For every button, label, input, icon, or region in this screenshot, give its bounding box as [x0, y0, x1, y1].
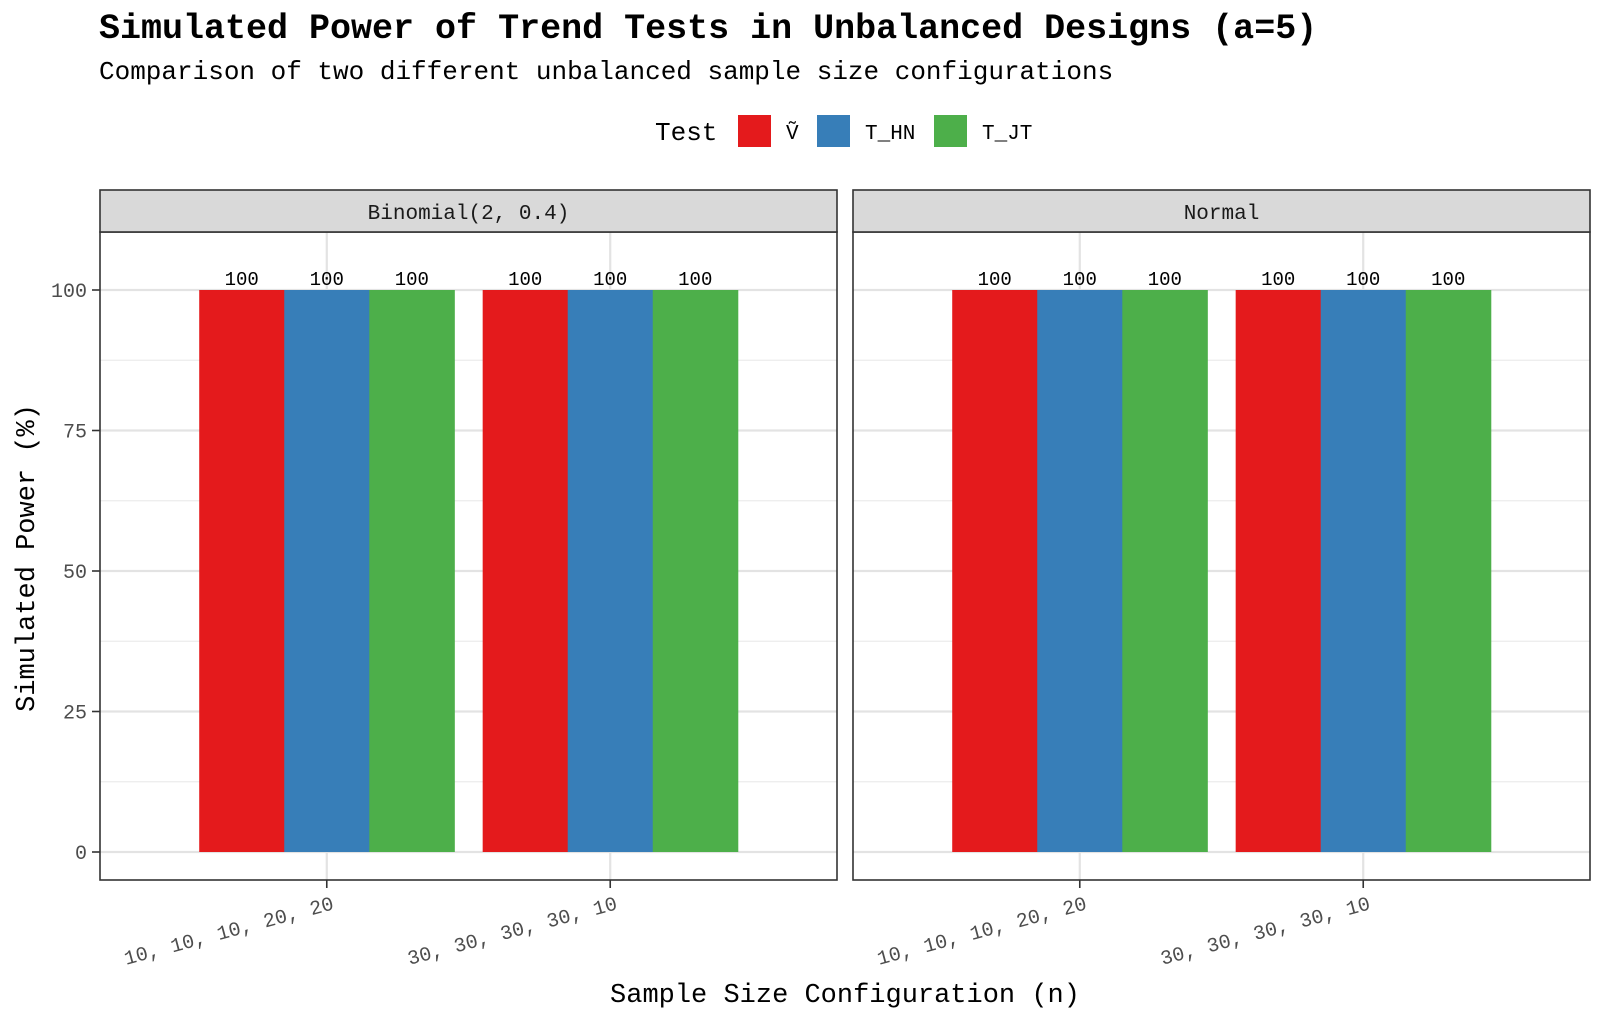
data-label: 100 — [310, 269, 344, 291]
facet-label: Normal — [1184, 203, 1260, 226]
bar-t-hn-1 — [284, 290, 370, 852]
chart-title: Simulated Power of Trend Tests in Unbala… — [99, 9, 1317, 49]
data-label: 100 — [1346, 269, 1380, 291]
data-label: 100 — [1261, 269, 1295, 291]
data-label: 100 — [508, 269, 542, 291]
data-label: 100 — [395, 269, 429, 291]
bar-t-jt-2 — [1405, 290, 1492, 852]
y-axis: 0 25 50 75 100 — [51, 281, 100, 866]
y-tick-label: 100 — [51, 281, 87, 304]
bar-t-hn-2 — [1320, 290, 1407, 852]
bar-t-jt-2 — [652, 290, 739, 852]
panel-normal: 100 100 100 100 100 100 Normal 10, 10, 10, 20, … — [852, 189, 1591, 972]
bar-t-jt-1 — [369, 290, 455, 852]
y-tick-label: 0 — [75, 843, 87, 866]
x-axis-label: Sample Size Configuration (n) — [610, 981, 1080, 1011]
x-tick-label: 30, 30, 30, 30, 10 — [1158, 894, 1373, 972]
legend-label-t-hn: T_HN — [865, 123, 915, 146]
y-axis-label: Simulated Power (%) — [13, 404, 43, 712]
legend-title: Test — [655, 118, 717, 148]
bar-t-hn-1 — [1037, 290, 1123, 852]
data-label: 100 — [1063, 269, 1097, 291]
legend-label-v: Ṽ — [786, 121, 799, 146]
legend-swatch-v — [738, 115, 771, 147]
y-tick-label: 75 — [63, 422, 87, 445]
bar-v-1 — [952, 290, 1038, 852]
legend-label-t-jt: T_JT — [982, 123, 1032, 146]
facet-strip — [99, 189, 838, 233]
bar-v-2 — [1235, 290, 1322, 852]
bar-t-jt-1 — [1122, 290, 1208, 852]
y-tick-label: 25 — [63, 703, 87, 726]
bar-t-hn-2 — [567, 290, 654, 852]
legend-swatch-t-jt — [934, 115, 967, 147]
data-label: 100 — [1431, 269, 1465, 291]
data-label: 100 — [1148, 269, 1182, 291]
bar-v-1 — [199, 290, 285, 852]
x-tick-label: 30, 30, 30, 30, 10 — [405, 894, 620, 972]
data-label: 100 — [593, 269, 627, 291]
facet-strip — [852, 189, 1591, 233]
x-tick-label: 10, 10, 10, 20, 20 — [875, 894, 1090, 972]
data-label: 100 — [678, 269, 712, 291]
legend-swatch-t-hn — [817, 115, 850, 147]
panel-binomial-2-0-4: 100 100 100 100 100 100 Binomial(2, 0.4) 10, 10… — [99, 189, 838, 972]
facet-label: Binomial(2, 0.4) — [368, 203, 570, 226]
chart-subtitle: Comparison of two different unbalanced s… — [99, 57, 1113, 87]
y-tick-label: 50 — [63, 562, 87, 585]
bar-v-2 — [482, 290, 569, 852]
data-label: 100 — [225, 269, 259, 291]
legend: Test Ṽ T_HN T_JT — [655, 115, 1032, 148]
data-label: 100 — [978, 269, 1012, 291]
x-tick-label: 10, 10, 10, 20, 20 — [122, 894, 337, 972]
